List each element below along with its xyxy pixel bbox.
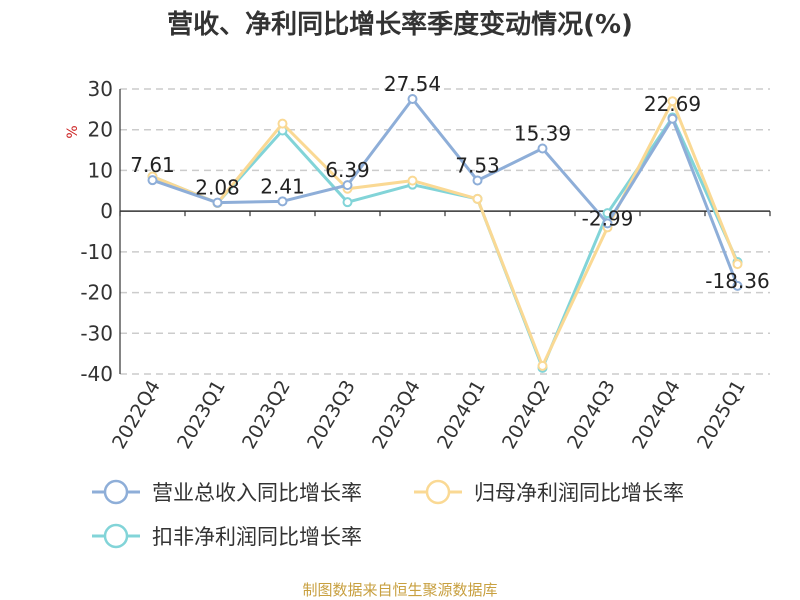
data-point bbox=[277, 118, 288, 129]
y-tick-label: -30 bbox=[80, 321, 113, 345]
series-line bbox=[152, 97, 739, 287]
y-tick-label: -20 bbox=[80, 281, 113, 305]
x-tick-label: 2025Q1 bbox=[693, 377, 750, 453]
legend-label: 归母净利润同比增长率 bbox=[474, 481, 684, 505]
chart-title: 营收、净利同比增长率季度变动情况(%) bbox=[167, 9, 633, 40]
data-label: -2.99 bbox=[582, 206, 634, 230]
series-line bbox=[151, 99, 739, 368]
y-tick-label: 0 bbox=[100, 199, 113, 223]
legend-item[interactable]: 扣非净利润同比增长率 bbox=[92, 523, 362, 549]
data-point bbox=[537, 360, 548, 371]
data-point bbox=[277, 196, 288, 207]
x-tick-label: 2024Q3 bbox=[563, 377, 620, 453]
y-tick-label: 30 bbox=[88, 77, 113, 101]
y-tick-label: -10 bbox=[80, 240, 113, 264]
x-tick-label: 2023Q4 bbox=[368, 377, 425, 453]
legend-marker bbox=[103, 479, 129, 505]
data-label: 6.39 bbox=[325, 158, 370, 182]
legend-label: 营业总收入同比增长率 bbox=[152, 481, 362, 505]
data-point bbox=[212, 197, 223, 208]
data-point bbox=[667, 113, 678, 124]
plot-area bbox=[147, 94, 743, 373]
data-label: 7.61 bbox=[130, 153, 175, 177]
data-point bbox=[342, 180, 353, 191]
data-point bbox=[732, 280, 743, 291]
data-point bbox=[342, 197, 353, 208]
data-point bbox=[537, 143, 548, 154]
x-tick-label: 2023Q1 bbox=[173, 377, 230, 453]
data-point bbox=[602, 208, 613, 219]
y-tick-label: 10 bbox=[88, 158, 113, 182]
x-tick-label: 2022Q4 bbox=[108, 377, 165, 453]
x-tick-label: 2023Q3 bbox=[303, 377, 360, 453]
data-label: 2.41 bbox=[260, 174, 305, 198]
data-label: -18.36 bbox=[705, 269, 769, 293]
data-point bbox=[602, 218, 613, 229]
legend-item[interactable]: 归母净利润同比增长率 bbox=[414, 479, 684, 505]
legend-item[interactable]: 营业总收入同比增长率 bbox=[92, 479, 362, 505]
data-label: 22.69 bbox=[644, 92, 701, 116]
data-label: 15.39 bbox=[514, 121, 571, 145]
data-point bbox=[147, 175, 158, 186]
x-tick-label: 2024Q1 bbox=[433, 377, 490, 453]
y-tick-label: 20 bbox=[88, 118, 113, 142]
grid bbox=[120, 88, 770, 375]
y-axis-unit: % bbox=[65, 125, 81, 138]
x-tick-label: 2024Q4 bbox=[628, 377, 685, 453]
data-point bbox=[407, 94, 418, 105]
x-tick-label: 2023Q2 bbox=[238, 377, 295, 453]
source-note: 制图数据来自恒生聚源数据库 bbox=[302, 581, 497, 599]
data-point bbox=[472, 175, 483, 186]
data-labels: 7.61 2.08 2.41 6.39 27.54 7.53 15.39 -2.99 22.69… bbox=[130, 72, 770, 293]
data-point bbox=[407, 175, 418, 186]
legend-marker bbox=[425, 479, 451, 505]
data-label: 27.54 bbox=[384, 72, 441, 96]
y-tick-label: -40 bbox=[80, 362, 113, 386]
legend-marker bbox=[103, 523, 129, 549]
x-tick-label: 2024Q2 bbox=[498, 377, 555, 453]
data-label: 7.53 bbox=[455, 153, 500, 177]
data-point bbox=[472, 193, 483, 204]
data-point bbox=[732, 259, 743, 270]
data-label: 2.08 bbox=[195, 176, 240, 200]
legend-label: 扣非净利润同比增长率 bbox=[152, 525, 362, 549]
data-point bbox=[667, 96, 678, 107]
